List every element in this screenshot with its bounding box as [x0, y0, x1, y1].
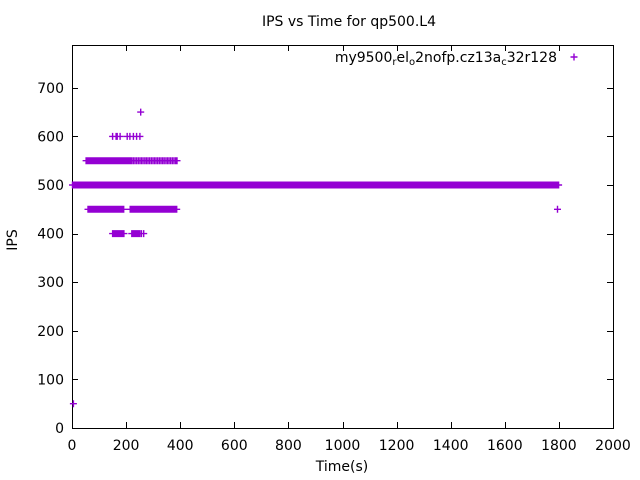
x-tick-label: 1000 [325, 438, 361, 454]
y-tick-label: 400 [37, 227, 64, 243]
plot-frame: 0 200 400 600 800 1000 1200 1400 1600 1800 2000 0 10… [37, 45, 631, 454]
x-tick-label: 0 [68, 438, 77, 454]
x-tick-label: 200 [113, 438, 140, 454]
x-tick-label: 1200 [379, 438, 415, 454]
y-tick-label: 600 [37, 129, 64, 145]
plot-border [72, 45, 614, 429]
x-tick-label: 1400 [433, 438, 469, 454]
y-tick-label: 700 [37, 81, 64, 97]
x-tick-label: 1600 [487, 438, 523, 454]
x-tick-label: 800 [275, 438, 302, 454]
chart-title: IPS vs Time for qp500.L4 [262, 14, 436, 30]
x-tick-label: 2000 [595, 438, 631, 454]
legend-label: my9500relo2nofp.cz13ac32r128 [335, 50, 557, 68]
y-axis-label: IPS [5, 229, 21, 251]
y-tick-label: 100 [37, 372, 64, 388]
legend: my9500relo2nofp.cz13ac32r128 [335, 50, 578, 68]
y-tick-label: 200 [37, 324, 64, 340]
axis-ticks [72, 45, 614, 429]
legend-marker [570, 53, 578, 61]
y-tick-label: 500 [37, 178, 64, 194]
y-tick-label: 0 [55, 421, 64, 437]
data-points [69, 108, 563, 408]
x-tick-label: 600 [221, 438, 248, 454]
y-tick-label: 300 [37, 275, 64, 291]
x-axis-label: Time(s) [315, 459, 368, 475]
series-points [69, 108, 563, 408]
x-tick-label: 1800 [541, 438, 577, 454]
x-tick-label: 400 [167, 438, 194, 454]
